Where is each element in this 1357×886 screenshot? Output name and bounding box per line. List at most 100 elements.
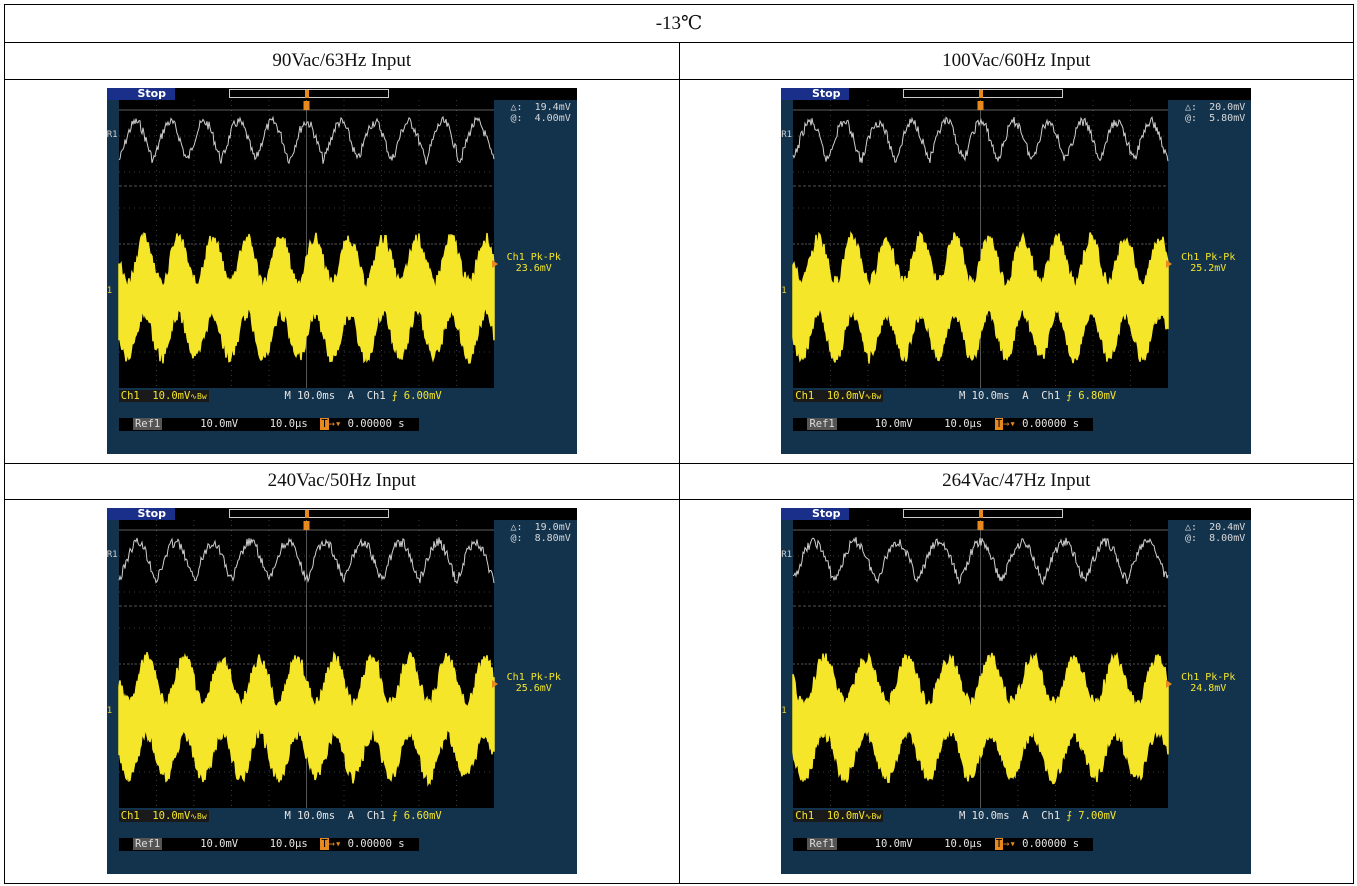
ref-time: 10.0μs	[944, 838, 983, 851]
table-title: -13℃	[4, 3, 1354, 44]
ch1-marker: 1	[781, 706, 787, 717]
trigger-level: 6.80mV	[1078, 390, 1117, 403]
cursor-at: @: 4.00mV	[510, 113, 571, 125]
timebase-readout: M 10.0ms	[959, 810, 1010, 823]
ref-label: Ref1	[807, 838, 837, 851]
scope-screenshot: Stop △: 20.4mV @: 8.00mV Ch1 Pk-Pk 24.8m…	[781, 508, 1252, 875]
trigger-pos: 0.00000 s	[347, 838, 405, 851]
ref-marker: R1	[781, 130, 793, 141]
trigger-source: A Ch1	[347, 810, 386, 823]
trigger-icon: T	[320, 418, 329, 431]
panel-label-3: 264Vac/47Hz Input	[678, 462, 1354, 500]
meas-value: 25.2mV	[1190, 263, 1227, 275]
trigger-pos: 0.00000 s	[1022, 418, 1080, 431]
trigger-position-marker	[979, 90, 984, 99]
cursor-at: @: 5.80mV	[1185, 113, 1246, 125]
ch1-marker: 1	[106, 706, 113, 717]
timebase-readout: M 10.0ms	[284, 390, 336, 403]
meas-label: Ch1 Pk-Pk	[506, 252, 561, 264]
ch1-marker: 1	[781, 286, 787, 297]
panel-cell-2: Stop △: 19.0mV @: 8.80mV Ch1 Pk-Pk 25.6m…	[4, 498, 680, 885]
ref-time: 10.0μs	[944, 418, 983, 431]
scope-topbar	[106, 88, 577, 101]
panel-cell-3: Stop △: 20.4mV @: 8.00mV Ch1 Pk-Pk 24.8m…	[678, 498, 1354, 885]
panel-cell-0: Stop △: 19.4mV @: 4.00mV Ch1 Pk-Pk 23.6m…	[4, 78, 680, 464]
ref-scale: 10.0mV	[874, 418, 913, 431]
ref-row: Ref1 10.0mV 10.0μs T→▾ 0.00000 s	[793, 838, 1094, 852]
ref-label: Ref1	[132, 418, 163, 431]
scope-graticule	[792, 511, 1173, 809]
ref-marker: R1	[781, 550, 793, 561]
trigger-position-marker	[304, 510, 309, 519]
scope-graticule	[118, 511, 498, 809]
trigger-position-marker	[979, 510, 984, 519]
acq-status: Stop	[106, 88, 175, 101]
scope-screenshot: Stop △: 19.0mV @: 8.80mV Ch1 Pk-Pk 25.6m…	[106, 508, 577, 875]
trigger-pos: 0.00000 s	[347, 418, 405, 431]
timebase-readout: M 10.0ms	[959, 390, 1010, 403]
trigger-source: A Ch1	[347, 390, 386, 403]
trigger-source: A Ch1	[1022, 390, 1061, 403]
ref-scale: 10.0mV	[200, 838, 239, 851]
panel-label-0: 90Vac/63Hz Input	[4, 42, 680, 80]
trigger-icon: T	[994, 418, 1004, 431]
ref-label: Ref1	[132, 838, 163, 851]
cursor-delta: △: 19.0mV	[510, 522, 571, 534]
record-bar	[903, 89, 1064, 99]
cursor-delta: △: 20.4mV	[1185, 522, 1246, 534]
ref-time: 10.0μs	[269, 418, 308, 431]
record-bar	[228, 509, 389, 519]
acq-status: Stop	[781, 88, 850, 101]
ref-marker: R1	[106, 130, 118, 141]
ch1-marker: 1	[106, 286, 113, 297]
scope-topbar	[106, 508, 577, 521]
cursor-delta: △: 19.4mV	[510, 102, 571, 114]
meas-value: 23.6mV	[515, 263, 552, 275]
meas-label: Ch1 Pk-Pk	[1181, 252, 1236, 264]
meas-value: 25.6mV	[515, 683, 552, 695]
ref-time: 10.0μs	[269, 838, 308, 851]
trigger-source: A Ch1	[1022, 810, 1061, 823]
trigger-level: 7.00mV	[1078, 810, 1117, 823]
scope-graticule	[792, 91, 1173, 389]
record-bar	[228, 89, 389, 99]
scope-screenshot: Stop △: 20.0mV @: 5.80mV Ch1 Pk-Pk 25.2m…	[781, 88, 1252, 455]
meas-label: Ch1 Pk-Pk	[506, 672, 561, 684]
ref-scale: 10.0mV	[874, 838, 913, 851]
ref-marker: R1	[106, 550, 118, 561]
ref-label: Ref1	[807, 418, 837, 431]
trigger-position-marker	[304, 90, 309, 99]
results-table: -13℃ 90Vac/63Hz Input 100Vac/60Hz Input …	[4, 3, 1354, 885]
acq-status: Stop	[781, 508, 850, 521]
panel-label-2: 240Vac/50Hz Input	[4, 462, 680, 500]
trigger-icon: T	[994, 838, 1004, 851]
panel-label-1: 100Vac/60Hz Input	[678, 42, 1354, 80]
cursor-at: @: 8.00mV	[1185, 533, 1246, 545]
acq-status: Stop	[106, 508, 175, 521]
trigger-level: 6.00mV	[403, 390, 442, 403]
ref-row: Ref1 10.0mV 10.0μs T→▾ 0.00000 s	[118, 838, 419, 852]
trigger-pos: 0.00000 s	[1022, 838, 1080, 851]
timebase-readout: M 10.0ms	[284, 810, 336, 823]
scope-topbar	[781, 88, 1252, 101]
record-bar	[903, 509, 1064, 519]
ref-scale: 10.0mV	[200, 418, 239, 431]
meas-value: 24.8mV	[1190, 683, 1227, 695]
trigger-icon: T	[320, 838, 329, 851]
ref-row: Ref1 10.0mV 10.0μs T→▾ 0.00000 s	[793, 418, 1094, 432]
ref-row: Ref1 10.0mV 10.0μs T→▾ 0.00000 s	[118, 418, 419, 432]
cursor-delta: △: 20.0mV	[1185, 102, 1246, 114]
scope-topbar	[781, 508, 1252, 521]
panel-cell-1: Stop △: 20.0mV @: 5.80mV Ch1 Pk-Pk 25.2m…	[678, 78, 1354, 464]
cursor-at: @: 8.80mV	[510, 533, 571, 545]
meas-label: Ch1 Pk-Pk	[1181, 672, 1236, 684]
scope-screenshot: Stop △: 19.4mV @: 4.00mV Ch1 Pk-Pk 23.6m…	[106, 88, 577, 455]
